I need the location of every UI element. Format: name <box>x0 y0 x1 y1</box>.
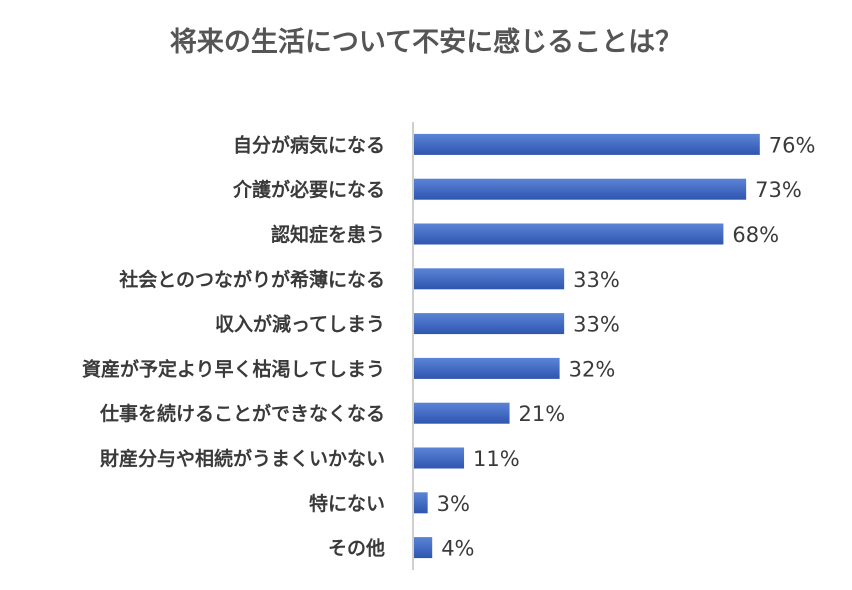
chart-title: 将来の生活について不安に感じることは？ <box>169 27 683 58</box>
category-labels: 自分が病気になる介護が必要になる認知症を患う社会とのつながりが希薄になる収入が減… <box>82 133 385 559</box>
data-label: 33% <box>573 268 620 292</box>
category-label: その他 <box>328 537 385 560</box>
data-label: 73% <box>755 178 802 202</box>
value-labels: 76% 73% 68% 33% 33% 32%21% 11%3% 4% <box>437 133 816 560</box>
data-label: 21% <box>519 402 566 426</box>
bar <box>414 492 428 514</box>
bars <box>414 133 760 559</box>
bar <box>414 268 565 290</box>
bar <box>414 133 760 155</box>
bar <box>414 447 465 469</box>
category-label: 認知症を患う <box>271 223 385 246</box>
bar <box>414 178 747 200</box>
bar <box>414 537 433 559</box>
bar <box>414 223 724 245</box>
data-label: 32% <box>569 357 616 381</box>
category-label: 社会とのつながりが希薄になる <box>118 268 385 291</box>
data-label: 4% <box>441 537 474 561</box>
data-label: 33% <box>573 313 620 337</box>
category-label: 介護が必要になる <box>232 178 385 201</box>
category-label: 収入が減ってしまう <box>215 313 385 336</box>
data-label: 76% <box>769 133 816 157</box>
bar <box>414 313 565 335</box>
category-label: 財産分与や相続がうまくいかない <box>100 447 385 470</box>
bar <box>414 357 560 379</box>
bar <box>414 402 510 424</box>
category-label: 仕事を続けることができなくなる <box>99 402 385 425</box>
data-label: 68% <box>732 223 779 247</box>
data-label: 11% <box>473 447 520 471</box>
category-label: 自分が病気になる <box>233 133 385 156</box>
data-label: 3% <box>437 492 470 516</box>
category-label: 特にない <box>309 493 385 515</box>
category-label: 資産が予定より早く枯渇してしまう <box>82 357 385 380</box>
